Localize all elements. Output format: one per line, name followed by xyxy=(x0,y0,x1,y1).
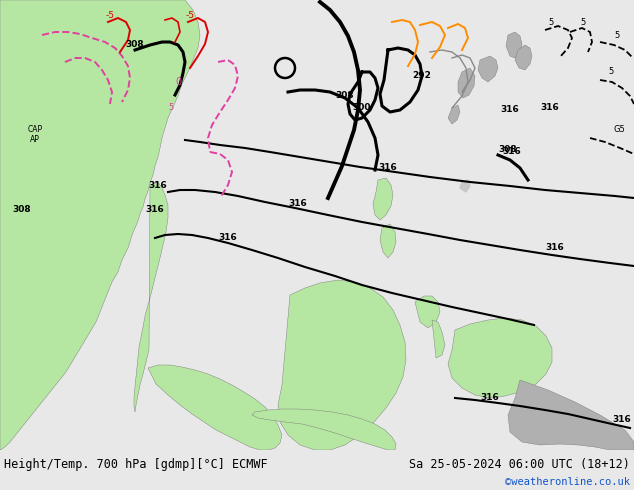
Polygon shape xyxy=(373,178,393,220)
Text: 0: 0 xyxy=(175,77,181,87)
Text: 316: 316 xyxy=(612,415,631,424)
Polygon shape xyxy=(380,224,396,258)
Polygon shape xyxy=(252,409,396,450)
Text: 316: 316 xyxy=(145,205,164,214)
Polygon shape xyxy=(148,365,282,450)
Text: ©weatheronline.co.uk: ©weatheronline.co.uk xyxy=(505,477,630,487)
Polygon shape xyxy=(478,56,498,82)
Text: -5: -5 xyxy=(106,11,115,20)
Polygon shape xyxy=(415,296,440,328)
Polygon shape xyxy=(0,0,200,450)
Polygon shape xyxy=(278,280,406,450)
Polygon shape xyxy=(448,105,460,124)
Text: 316: 316 xyxy=(502,147,521,156)
Polygon shape xyxy=(432,320,445,358)
Text: Height/Temp. 700 hPa [gdmp][°C] ECMWF: Height/Temp. 700 hPa [gdmp][°C] ECMWF xyxy=(4,458,268,470)
Polygon shape xyxy=(460,180,470,192)
Polygon shape xyxy=(448,318,552,398)
Polygon shape xyxy=(515,45,532,70)
Text: 316: 316 xyxy=(148,181,167,190)
Text: 308: 308 xyxy=(126,40,145,49)
Text: 5: 5 xyxy=(614,31,619,40)
Text: 308: 308 xyxy=(498,145,517,154)
Text: AP: AP xyxy=(30,135,40,144)
Text: 5: 5 xyxy=(548,18,553,27)
Text: 316: 316 xyxy=(500,105,519,114)
Text: 292: 292 xyxy=(412,71,431,80)
Text: CAP: CAP xyxy=(28,125,43,134)
Text: 5: 5 xyxy=(168,103,173,112)
Text: 316: 316 xyxy=(288,199,307,208)
Text: 316: 316 xyxy=(378,163,398,172)
Text: 5: 5 xyxy=(608,67,613,76)
Text: 5: 5 xyxy=(580,18,585,27)
Text: -5: -5 xyxy=(186,11,195,20)
Text: Sa 25-05-2024 06:00 UTC (18+12): Sa 25-05-2024 06:00 UTC (18+12) xyxy=(409,458,630,470)
Text: G5: G5 xyxy=(614,125,626,134)
Text: 316: 316 xyxy=(545,243,564,252)
Text: 316: 316 xyxy=(219,233,237,242)
Text: 316: 316 xyxy=(481,393,500,402)
Text: 308: 308 xyxy=(12,205,30,214)
Polygon shape xyxy=(506,32,522,58)
Text: 300: 300 xyxy=(353,103,372,112)
Text: 316: 316 xyxy=(540,103,559,112)
Polygon shape xyxy=(134,182,168,412)
Polygon shape xyxy=(508,380,634,450)
Polygon shape xyxy=(458,68,475,98)
Text: 308: 308 xyxy=(335,91,354,100)
